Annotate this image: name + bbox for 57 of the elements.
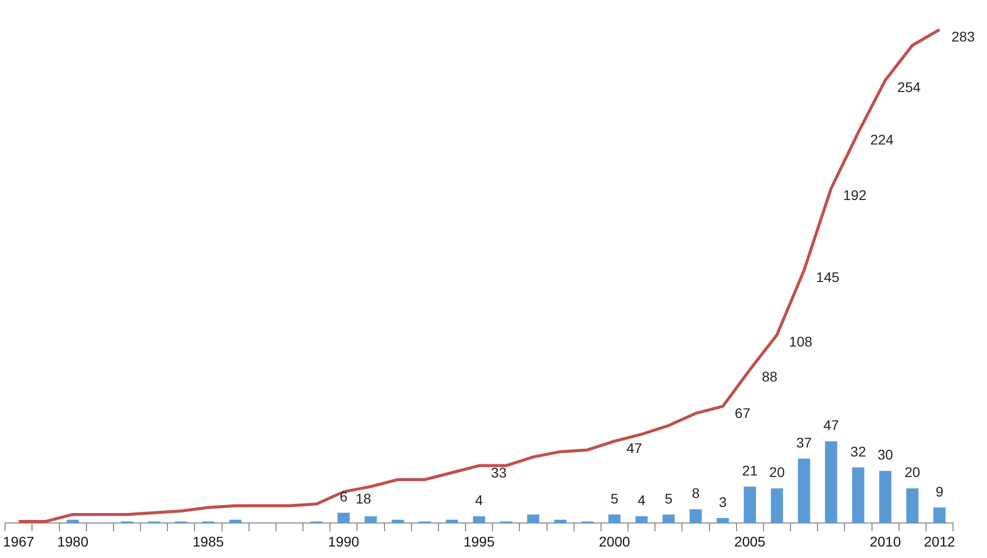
bar <box>690 509 702 524</box>
bar <box>744 486 756 524</box>
bar <box>554 520 566 524</box>
data-label: 192 <box>843 187 867 204</box>
bar <box>635 516 648 524</box>
x-tick-label: 1980 <box>57 533 89 550</box>
data-label: 30 <box>878 446 894 463</box>
x-tick-label: 2005 <box>734 533 766 550</box>
x-tick-label: 1995 <box>463 533 495 550</box>
bar <box>66 520 79 524</box>
bar <box>472 516 486 524</box>
data-label: 8 <box>692 485 700 502</box>
data-label: 108 <box>788 334 813 350</box>
x-tick-label: 1967 <box>3 533 34 550</box>
data-label: 4 <box>475 492 484 508</box>
data-label: 224 <box>870 131 894 148</box>
data-label: 4 <box>638 492 646 508</box>
data-label: 3 <box>718 494 727 510</box>
bar <box>798 458 810 524</box>
bar <box>662 514 675 524</box>
data-label: 33 <box>491 464 507 481</box>
x-tick-label: 2010 <box>870 533 902 550</box>
bar <box>906 488 918 524</box>
data-label: 283 <box>951 28 976 45</box>
bar <box>392 520 404 524</box>
bar <box>825 441 838 524</box>
data-label: 67 <box>734 405 751 422</box>
data-label: 254 <box>897 79 921 96</box>
bar <box>770 488 784 524</box>
data-label: 37 <box>796 434 812 451</box>
x-tick-label: 2000 <box>598 533 630 550</box>
data-label: 5 <box>664 490 673 506</box>
x-tick-label: 1990 <box>328 533 360 550</box>
bar <box>229 520 242 524</box>
data-label: 6 <box>340 488 348 505</box>
data-label: 21 <box>742 462 758 478</box>
bar <box>879 470 892 524</box>
data-label: 47 <box>626 440 642 456</box>
data-label: 9 <box>936 483 944 500</box>
data-label: 18 <box>356 490 372 507</box>
data-label: 145 <box>816 269 840 286</box>
bar <box>527 514 540 524</box>
data-label: 20 <box>904 464 920 480</box>
bar <box>338 512 350 524</box>
bar <box>364 516 377 524</box>
data-label: 47 <box>823 417 840 434</box>
x-tick-label: 1985 <box>192 533 224 550</box>
data-label: 32 <box>850 443 866 460</box>
data-label: 5 <box>610 490 619 506</box>
data-label: 20 <box>769 464 785 480</box>
data-label: 88 <box>762 368 778 385</box>
x-tick-label: 2012 <box>924 533 956 550</box>
bar <box>933 508 946 524</box>
bar <box>716 518 729 524</box>
bar <box>852 467 864 524</box>
bar <box>446 520 458 524</box>
bar <box>608 514 621 524</box>
